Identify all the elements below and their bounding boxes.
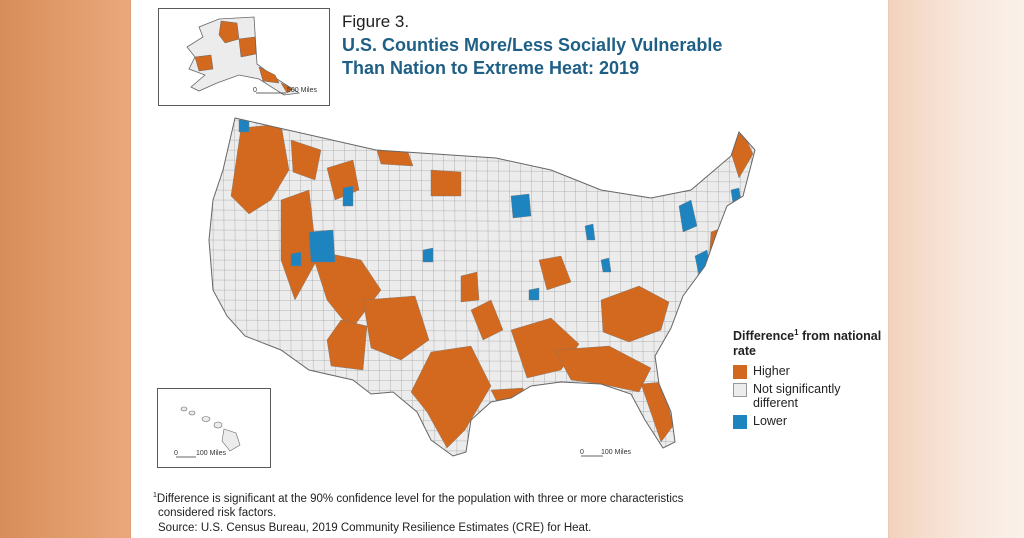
alaska-inset: 0 500 Miles: [158, 8, 330, 106]
legend-title: Difference1 from national rate: [733, 328, 882, 358]
county-line: [209, 419, 755, 423]
hawaii-scale-zero: 0: [174, 450, 178, 457]
legend-swatch-lower: [733, 414, 747, 429]
county-line: [201, 110, 761, 112]
alaska-scale-zero: 0: [253, 87, 257, 94]
county-line: [209, 439, 755, 443]
hawaii-scale-label: 100 Miles: [196, 450, 226, 457]
source-note: Source: U.S. Census Bureau, 2019 Communi…: [158, 521, 592, 534]
figure-label: Figure 3.: [342, 12, 410, 31]
legend-swatch-not-significant: [733, 382, 747, 397]
figure-title: U.S. Counties More/Less Socially Vulnera…: [342, 35, 723, 78]
figure-card: 0 500 Miles Figure 3. U.S. Counties More…: [131, 0, 888, 538]
county-line: [706, 118, 711, 456]
hawaii-map: [176, 406, 241, 458]
alaska-map: [186, 16, 301, 96]
county-line: [695, 118, 700, 456]
figure-notes: 1Difference is significant at the 90% co…: [153, 492, 873, 535]
footnote-continued: considered risk factors.: [158, 507, 277, 520]
county-line: [209, 449, 755, 453]
contiguous-us-map: [201, 110, 761, 462]
map-legend: Difference1 from national rate Higher No…: [733, 328, 883, 432]
footnote: 1Difference is significant at the 90% co…: [153, 492, 684, 505]
county-line: [201, 460, 761, 462]
hawaii-inset: 0 100 Miles: [157, 388, 271, 468]
county-line: [209, 119, 755, 123]
county-line: [409, 118, 414, 456]
alaska-scale-label: 500 Miles: [287, 87, 317, 94]
county-line: [486, 118, 491, 456]
legend-item-higher: Higher: [733, 364, 883, 379]
legend-swatch-higher: [733, 364, 747, 379]
contiguous-scale-zero: 0: [580, 449, 584, 456]
right-background-band: [888, 0, 1024, 538]
county-line: [717, 118, 722, 456]
legend-item-not-significant: Not significantly different: [733, 382, 883, 411]
legend-item-lower: Lower: [733, 414, 883, 429]
county-line: [209, 429, 755, 433]
contiguous-scale-label: 100 Miles: [601, 449, 631, 456]
lower-regions: [238, 118, 742, 301]
